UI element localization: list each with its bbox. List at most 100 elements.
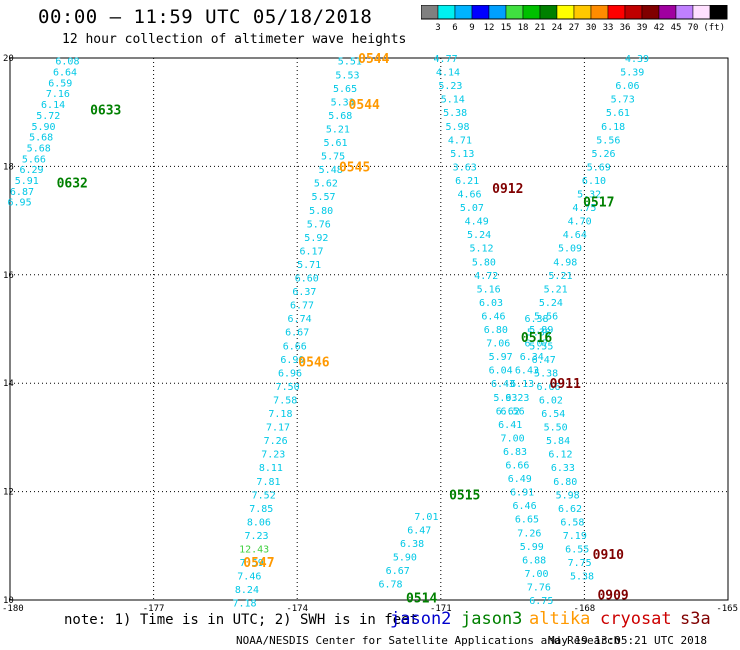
swh-value: 7.23	[244, 531, 268, 542]
x-tick-label: -171	[430, 604, 452, 614]
swh-value: 5.13	[450, 149, 474, 160]
swh-value: 6.12	[548, 450, 572, 461]
colorbar-frame	[421, 5, 728, 20]
swh-value: 5.48	[319, 165, 343, 176]
swh-value: 5.07	[460, 203, 484, 214]
swh-value: 5.93	[493, 393, 517, 404]
pass-label: 0633	[90, 103, 121, 118]
colorbar-label: 12	[484, 23, 495, 33]
swh-value: 6.23	[505, 393, 529, 404]
legend-jason2: jason2	[390, 609, 452, 629]
swh-value: 7.23	[261, 450, 285, 461]
pass-label: 0911	[550, 377, 581, 392]
swh-value: 6.64	[53, 68, 77, 79]
swh-value: 5.38	[443, 108, 467, 119]
swh-value: 6.06	[615, 81, 639, 92]
swh-value: 6.33	[551, 463, 575, 474]
swh-value: 6.43	[515, 366, 539, 377]
swh-value: 6.66	[505, 461, 529, 472]
colorbar-label: 3	[435, 23, 440, 33]
swh-value: 6.56	[501, 406, 525, 417]
swh-value: 7.00	[501, 433, 525, 444]
swh-value: 6.54	[541, 409, 565, 420]
swh-value: 6.03	[479, 298, 503, 309]
footer-credit: NOAA/NESDIS Center for Satellite Applica…	[236, 634, 621, 647]
swh-value: 5.21	[548, 271, 572, 282]
pass-label: 0544	[349, 98, 380, 113]
swh-value: 6.43	[491, 379, 515, 390]
swh-value: 5.61	[323, 138, 347, 149]
swh-value: 5.50	[544, 423, 568, 434]
pass-label: 0545	[339, 160, 370, 175]
swh-value: 5.56	[596, 135, 620, 146]
swh-value: 7.76	[527, 582, 551, 593]
swh-value: 6.29	[19, 165, 43, 176]
swh-value: 5.66	[22, 154, 46, 165]
swh-value: 6.62	[496, 406, 520, 417]
swh-value: 7.16	[46, 89, 70, 100]
swh-value: 6.46	[513, 501, 537, 512]
swh-value: 6.80	[553, 477, 577, 488]
swh-value: 5.97	[489, 352, 513, 363]
swh-value: 5.92	[304, 233, 328, 244]
colorbar-label: 70	[688, 23, 699, 33]
swh-value: 6.58	[560, 517, 584, 528]
swh-value: 7.18	[268, 409, 292, 420]
swh-value: 7.52	[252, 490, 276, 501]
x-tick-label: -168	[574, 604, 596, 614]
swh-value: 5.99	[520, 542, 544, 553]
swh-value: 7.01	[414, 512, 438, 523]
pass-label: 0547	[243, 556, 274, 571]
swh-value: 7.81	[256, 477, 280, 488]
swh-value: 7.26	[517, 528, 541, 539]
swh-value: 6.75	[529, 596, 553, 607]
colorbar-label: 9	[469, 23, 474, 33]
swh-value: 5.89	[529, 325, 553, 336]
swh-value: 6.41	[498, 420, 522, 431]
y-tick-label: 20	[3, 54, 14, 64]
swh-value: 5.98	[556, 490, 580, 501]
y-tick-label: 12	[3, 488, 14, 498]
swh-value: 6.47	[407, 526, 431, 537]
swh-value: 6.95	[8, 198, 32, 209]
swh-value: 6.77	[290, 301, 314, 312]
plot-frame	[9, 57, 729, 601]
swh-value: 4.70	[568, 217, 592, 228]
swh-value: 7.00	[524, 569, 548, 580]
x-tick-label: -174	[286, 604, 308, 614]
swh-value: 6.21	[455, 176, 479, 187]
swh-value: 4.66	[457, 190, 481, 201]
swh-value: 6.87	[10, 187, 34, 198]
swh-value: 7.19	[563, 531, 587, 542]
colorbar-label: 15	[501, 23, 512, 33]
colorbar-label: 39	[637, 23, 648, 33]
swh-value: 6.67	[285, 328, 309, 339]
colorbar-label: 45	[671, 23, 682, 33]
swh-value: 6.60	[295, 274, 319, 285]
colorbar-label: 30	[586, 23, 597, 33]
swh-value: 6.38	[524, 314, 548, 325]
legend-cryosat: cryosat	[600, 609, 672, 629]
pass-label: 0516	[521, 331, 552, 346]
swh-value: 5.90	[31, 122, 55, 133]
swh-value: 6.14	[41, 100, 65, 111]
colorbar-unit: (ft)	[703, 23, 725, 33]
swh-value: 5.16	[477, 284, 501, 295]
map-subtitle: 12 hour collection of altimeter wave hei…	[62, 32, 407, 47]
swh-value: 3.63	[453, 162, 477, 173]
swh-value: 5.68	[328, 111, 352, 122]
swh-value: 5.90	[393, 553, 417, 564]
swh-value: 7.75	[568, 558, 592, 569]
swh-value: 6.08	[55, 57, 79, 68]
pass-label: 0909	[597, 589, 628, 604]
swh-value: 6.67	[386, 566, 410, 577]
swh-value: 5.24	[467, 230, 491, 241]
swh-value: 5.33	[331, 97, 355, 108]
swh-value: 5.73	[611, 95, 635, 106]
colorbar-label: 33	[603, 23, 614, 33]
y-tick-label: 14	[3, 379, 14, 389]
swh-value: 8.06	[247, 517, 271, 528]
swh-value: 5.24	[539, 298, 563, 309]
swh-value: 6.66	[536, 382, 560, 393]
swh-value: 7.85	[249, 504, 273, 515]
